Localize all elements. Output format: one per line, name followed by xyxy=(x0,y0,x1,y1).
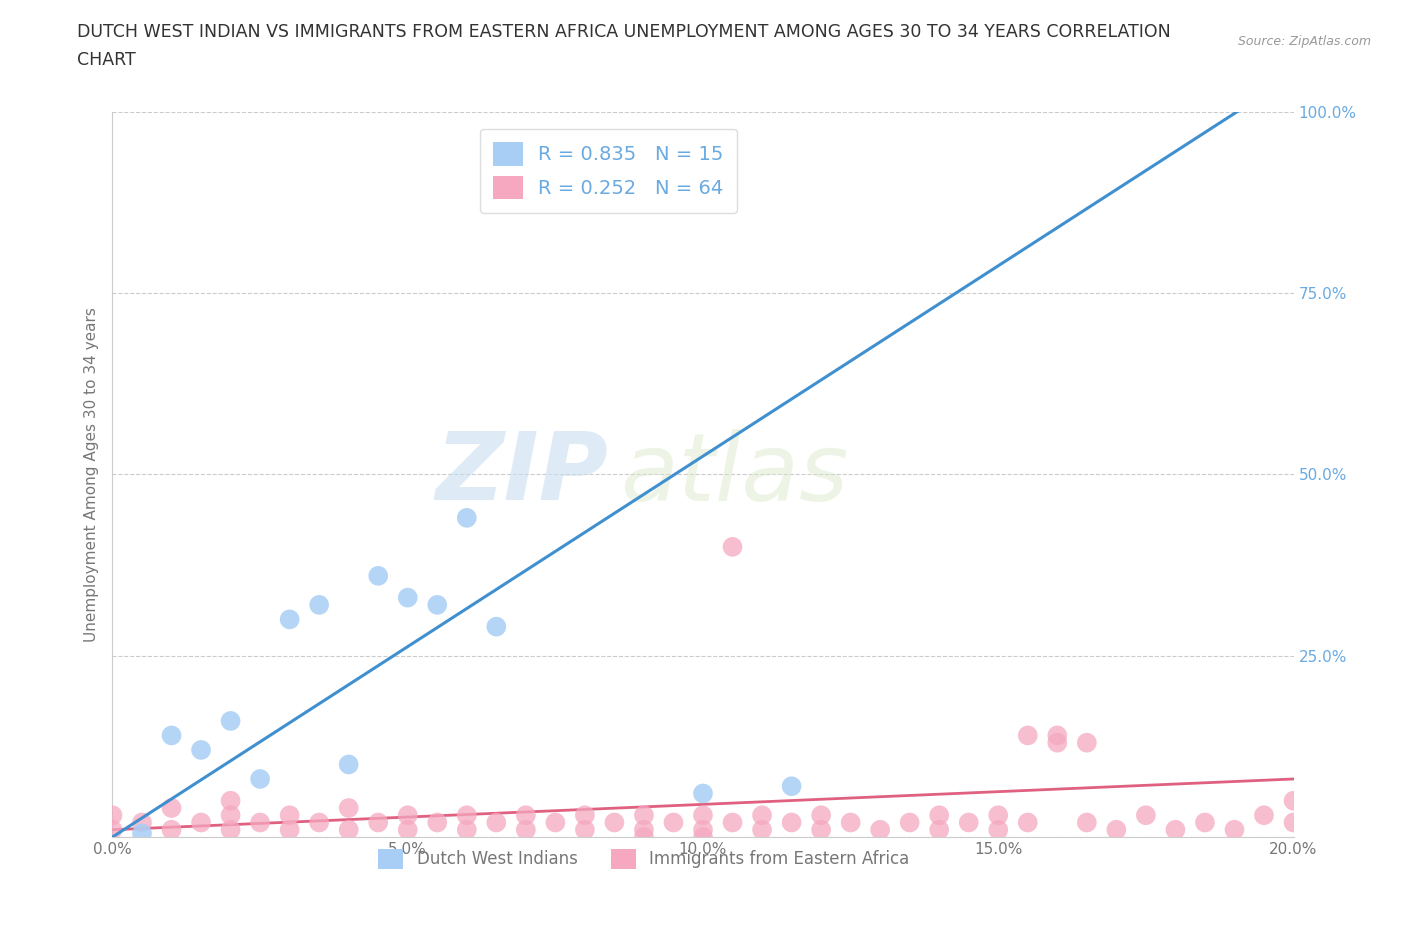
Point xyxy=(396,591,419,605)
Point xyxy=(219,713,242,728)
Point xyxy=(633,830,655,844)
Point xyxy=(633,822,655,837)
Point xyxy=(1194,815,1216,830)
Point xyxy=(190,815,212,830)
Point xyxy=(987,822,1010,837)
Point xyxy=(278,612,301,627)
Point xyxy=(898,815,921,830)
Point xyxy=(131,815,153,830)
Point xyxy=(1076,815,1098,830)
Point xyxy=(101,808,124,823)
Point xyxy=(1017,815,1039,830)
Point xyxy=(219,808,242,823)
Point xyxy=(1076,736,1098,751)
Legend: Dutch West Indians, Immigrants from Eastern Africa: Dutch West Indians, Immigrants from East… xyxy=(371,843,917,876)
Point xyxy=(278,808,301,823)
Point xyxy=(721,815,744,830)
Point xyxy=(780,815,803,830)
Point xyxy=(987,808,1010,823)
Point xyxy=(957,815,980,830)
Point xyxy=(810,822,832,837)
Point xyxy=(839,815,862,830)
Point xyxy=(692,786,714,801)
Point xyxy=(396,808,419,823)
Point xyxy=(515,822,537,837)
Point xyxy=(219,822,242,837)
Y-axis label: Unemployment Among Ages 30 to 34 years: Unemployment Among Ages 30 to 34 years xyxy=(83,307,98,642)
Point xyxy=(160,801,183,816)
Point xyxy=(1253,808,1275,823)
Point xyxy=(249,815,271,830)
Text: CHART: CHART xyxy=(77,51,136,69)
Point xyxy=(1046,728,1069,743)
Text: DUTCH WEST INDIAN VS IMMIGRANTS FROM EASTERN AFRICA UNEMPLOYMENT AMONG AGES 30 T: DUTCH WEST INDIAN VS IMMIGRANTS FROM EAS… xyxy=(77,23,1171,41)
Point xyxy=(1017,728,1039,743)
Text: ZIP: ZIP xyxy=(436,429,609,520)
Point xyxy=(190,742,212,757)
Point xyxy=(1135,808,1157,823)
Point xyxy=(633,808,655,823)
Point xyxy=(131,826,153,841)
Point xyxy=(278,822,301,837)
Point xyxy=(574,808,596,823)
Text: Source: ZipAtlas.com: Source: ZipAtlas.com xyxy=(1237,35,1371,48)
Point xyxy=(1105,822,1128,837)
Point xyxy=(337,822,360,837)
Text: atlas: atlas xyxy=(620,429,849,520)
Point xyxy=(692,830,714,844)
Point xyxy=(367,568,389,583)
Point xyxy=(426,597,449,612)
Point xyxy=(928,808,950,823)
Point xyxy=(485,619,508,634)
Point xyxy=(249,772,271,787)
Point xyxy=(721,539,744,554)
Point xyxy=(367,815,389,830)
Point xyxy=(456,822,478,837)
Point xyxy=(810,808,832,823)
Point xyxy=(456,511,478,525)
Point xyxy=(485,815,508,830)
Point xyxy=(308,815,330,830)
Point xyxy=(426,815,449,830)
Point xyxy=(544,815,567,830)
Point xyxy=(1282,815,1305,830)
Point xyxy=(603,815,626,830)
Point xyxy=(160,822,183,837)
Point xyxy=(456,808,478,823)
Point xyxy=(160,728,183,743)
Point xyxy=(574,822,596,837)
Point xyxy=(662,815,685,830)
Point xyxy=(396,822,419,837)
Point xyxy=(1282,793,1305,808)
Point xyxy=(869,822,891,837)
Point xyxy=(219,793,242,808)
Point xyxy=(751,822,773,837)
Point xyxy=(337,801,360,816)
Point xyxy=(1046,736,1069,751)
Point xyxy=(928,822,950,837)
Point xyxy=(692,808,714,823)
Point xyxy=(1164,822,1187,837)
Point xyxy=(1223,822,1246,837)
Point xyxy=(337,757,360,772)
Point xyxy=(101,822,124,837)
Point xyxy=(692,822,714,837)
Point xyxy=(308,597,330,612)
Point xyxy=(780,778,803,793)
Point xyxy=(751,808,773,823)
Point xyxy=(515,808,537,823)
